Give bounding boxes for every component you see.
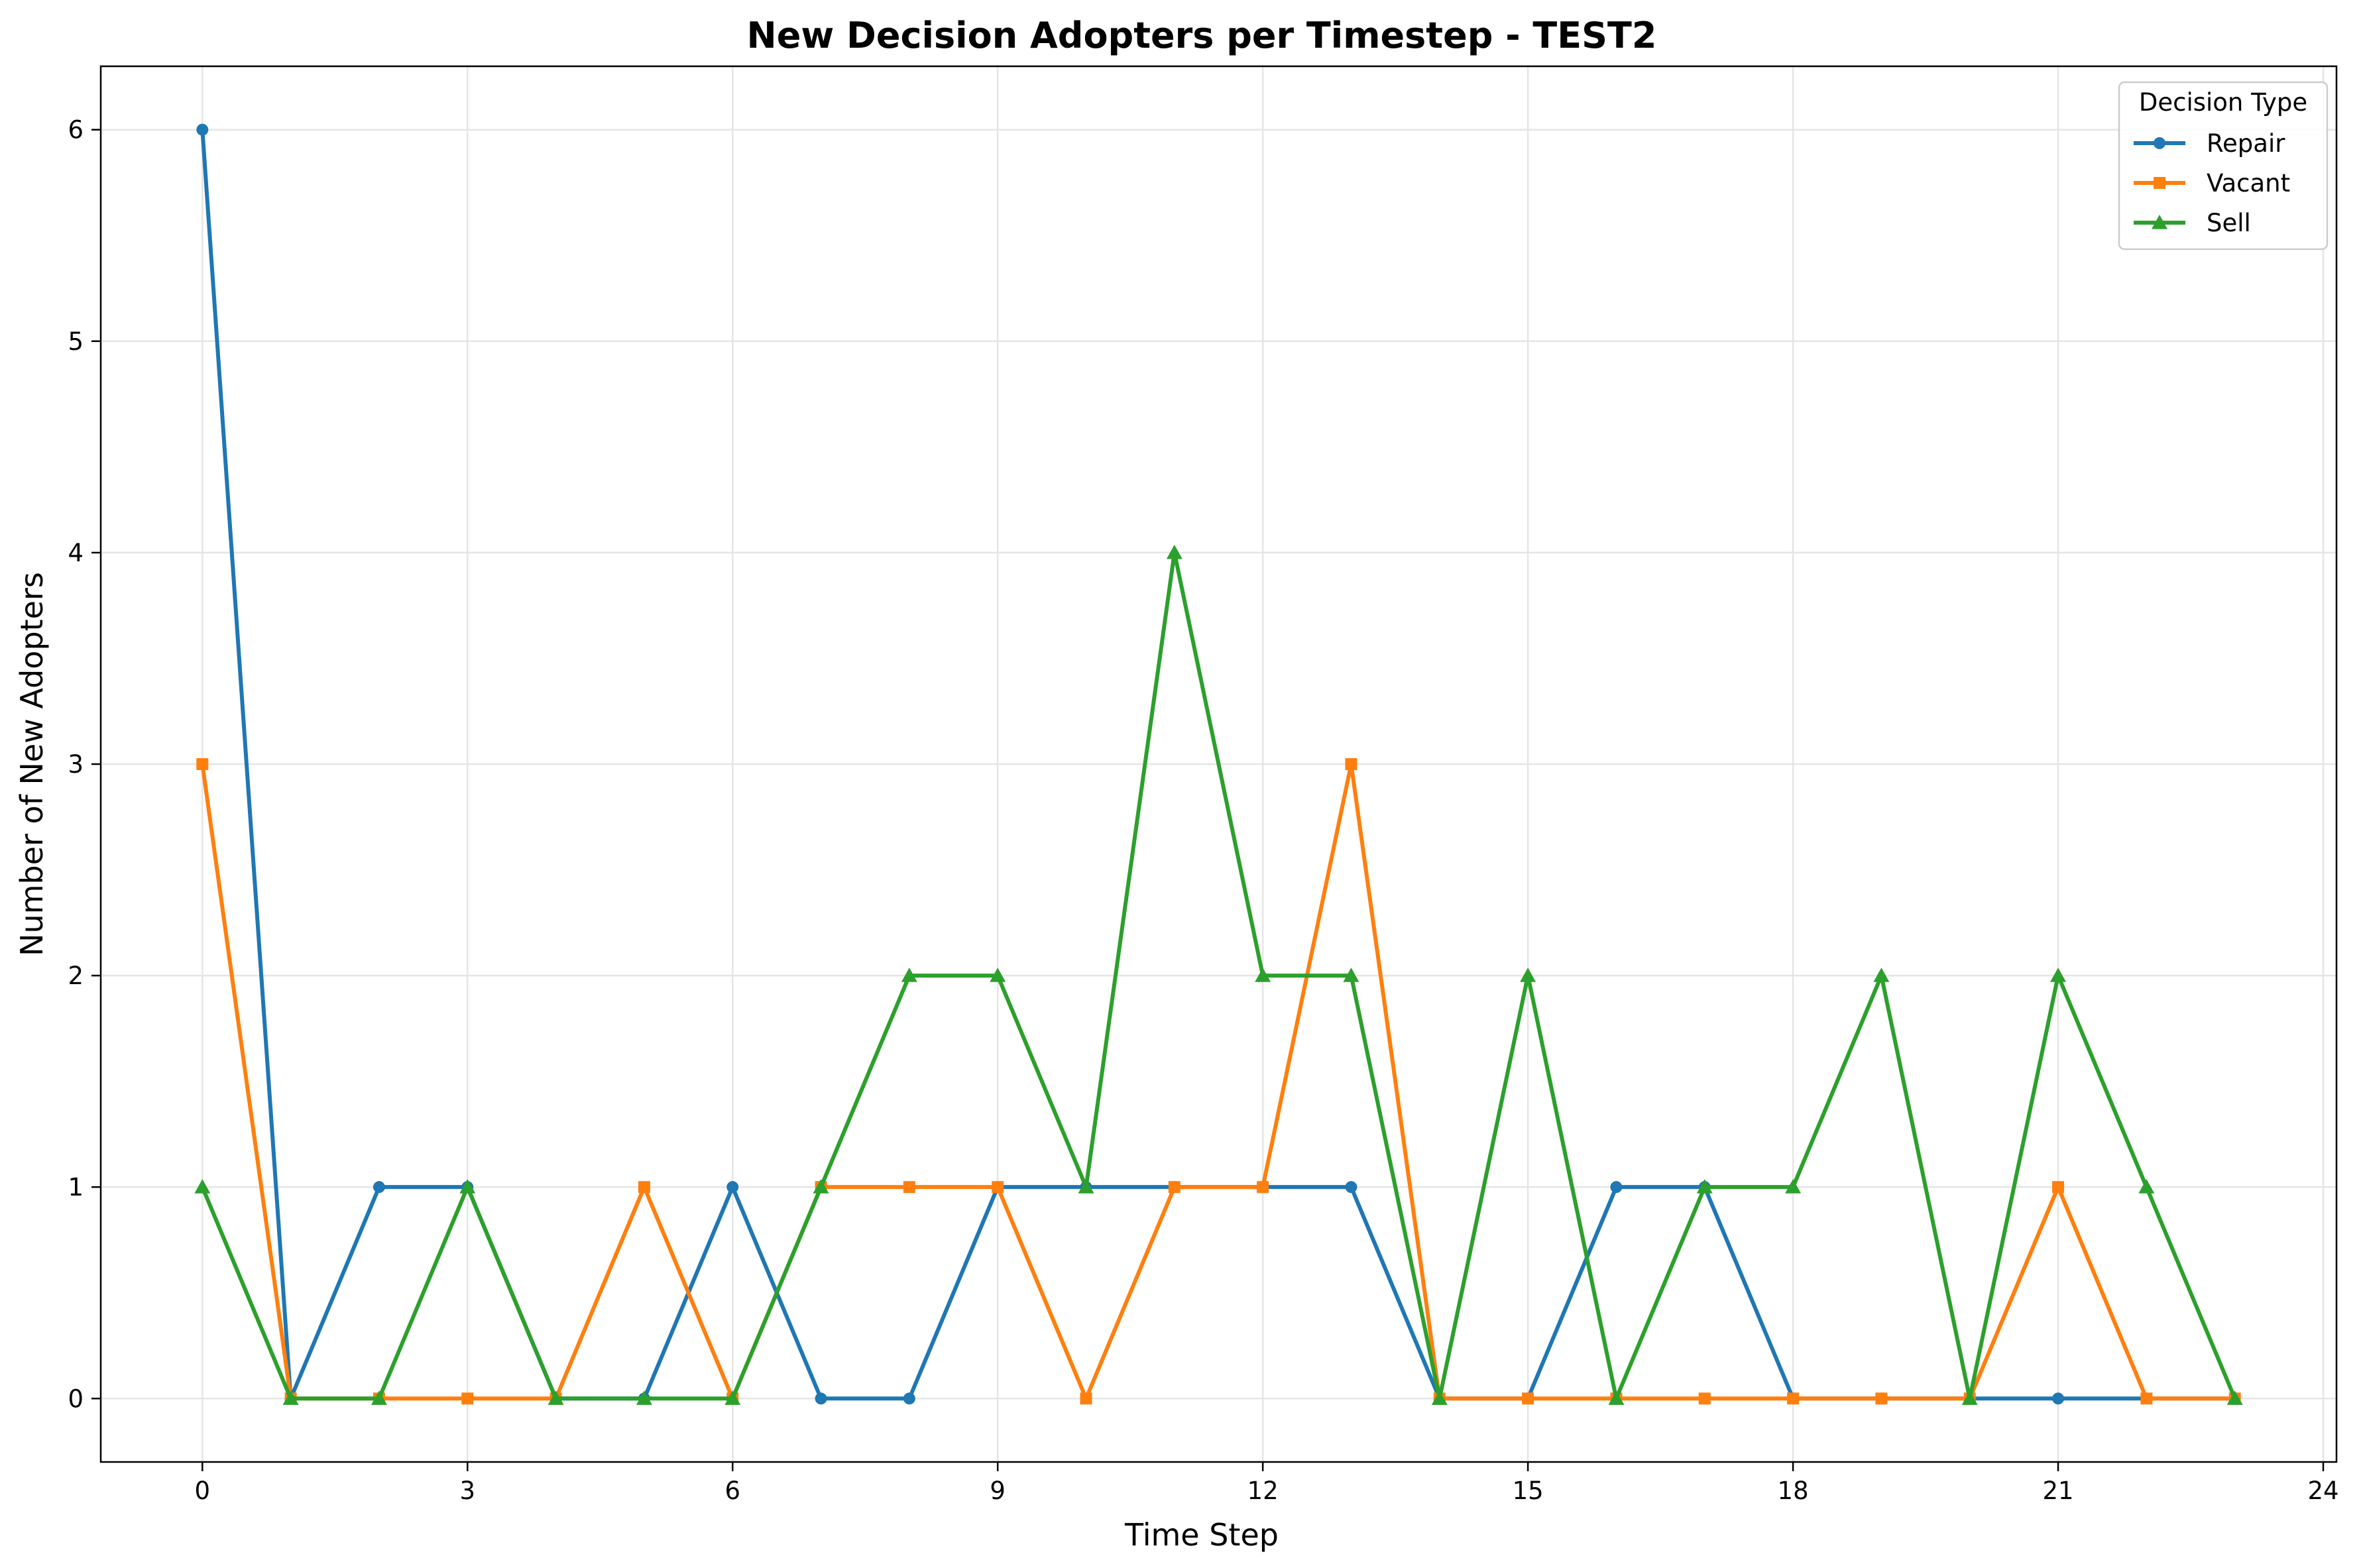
legend-item-sell: Sell [2134, 209, 2251, 237]
sell-point [2050, 968, 2067, 982]
legend-box [2118, 81, 2329, 251]
sell-point [282, 1390, 299, 1405]
sell-point [1255, 968, 1271, 982]
y-tick-label: 1 [68, 1173, 84, 1202]
vacant-point [1698, 1392, 1711, 1405]
x-tick-label: 24 [2307, 1477, 2338, 1505]
vacant-point [1257, 1181, 1269, 1194]
vacant-point [992, 1181, 1004, 1194]
x-tick-label: 9 [990, 1477, 1006, 1505]
legend-swatch-marker [2154, 137, 2165, 149]
sell-point [1078, 1179, 1094, 1194]
vacant-point [196, 758, 209, 770]
sell-point [1961, 1390, 1978, 1405]
sell-point [1696, 1179, 1713, 1194]
x-tick-label: 6 [724, 1477, 740, 1505]
vacant-point [2052, 1181, 2065, 1194]
series-sell [194, 544, 2243, 1405]
sell-point [901, 968, 917, 982]
sell-point [1343, 968, 1359, 982]
sell-point [2138, 1179, 2155, 1194]
sell-point [1785, 1179, 1802, 1194]
legend-title: Decision Type [2139, 88, 2307, 117]
legend: Decision Type Repair Vacant Sell [2118, 81, 2329, 251]
y-tick-label: 0 [68, 1384, 84, 1413]
vacant-point [1875, 1392, 1888, 1405]
vacant-point [903, 1181, 915, 1194]
repair-point [2052, 1392, 2065, 1405]
vacant-line [200, 762, 2237, 1401]
repair-point [815, 1392, 827, 1405]
x-tick-label: 18 [1778, 1477, 1809, 1505]
sell-point [724, 1390, 741, 1405]
sell-point [548, 1390, 564, 1405]
sell-point [1520, 968, 1536, 982]
sell-point [1608, 1390, 1625, 1405]
x-tick-label: 15 [1513, 1477, 1544, 1505]
legend-item-vacant: Vacant [2134, 169, 2290, 197]
repair-point [1610, 1181, 1623, 1194]
repair-point [196, 123, 209, 136]
repair-point [1345, 1181, 1357, 1194]
sell-point [1166, 544, 1182, 559]
sell-point [2226, 1390, 2243, 1405]
x-tick-label: 3 [460, 1477, 476, 1505]
legend-item-repair: Repair [2134, 129, 2285, 158]
legend-label-repair: Repair [2207, 129, 2285, 158]
x-tick-label: 0 [195, 1477, 211, 1505]
sell-point [1431, 1390, 1448, 1405]
sell-point [194, 1179, 211, 1194]
legend-label-sell: Sell [2207, 209, 2251, 237]
vacant-point [1168, 1181, 1181, 1194]
y-tick-label: 5 [68, 327, 84, 356]
vacant-point [1522, 1392, 1534, 1405]
x-axis-label: Time Step [1124, 1517, 1279, 1553]
x-tick-label: 21 [2042, 1477, 2073, 1505]
vacant-point [461, 1392, 474, 1405]
series-layer [194, 123, 2243, 1405]
vacant-point [1345, 758, 1357, 770]
y-axis-label: Number of New Adopters [14, 572, 50, 956]
sell-line [200, 550, 2237, 1401]
vacant-point [1787, 1392, 1800, 1405]
chart-title: New Decision Adopters per Timestep - TES… [747, 15, 1657, 56]
sell-point [371, 1390, 387, 1405]
y-tick-label: 6 [68, 116, 84, 144]
repair-point [373, 1181, 385, 1194]
y-tick-label: 3 [68, 750, 84, 779]
sell-point [1873, 968, 1890, 982]
sell-point [636, 1390, 652, 1405]
vacant-point [2140, 1392, 2153, 1405]
sell-point [813, 1179, 829, 1194]
legend-swatch-marker [2154, 177, 2165, 189]
y-tick-label: 2 [68, 962, 84, 990]
legend-swatch-marker [2152, 215, 2167, 229]
legend-label-vacant: Vacant [2207, 169, 2290, 197]
x-tick-label: 12 [1247, 1477, 1279, 1505]
repair-point [903, 1392, 915, 1405]
sell-point [459, 1179, 476, 1194]
y-tick-label: 4 [68, 539, 84, 567]
vacant-point [638, 1181, 650, 1194]
repair-point [726, 1181, 739, 1194]
sell-point [990, 968, 1006, 982]
vacant-point [1080, 1392, 1092, 1405]
